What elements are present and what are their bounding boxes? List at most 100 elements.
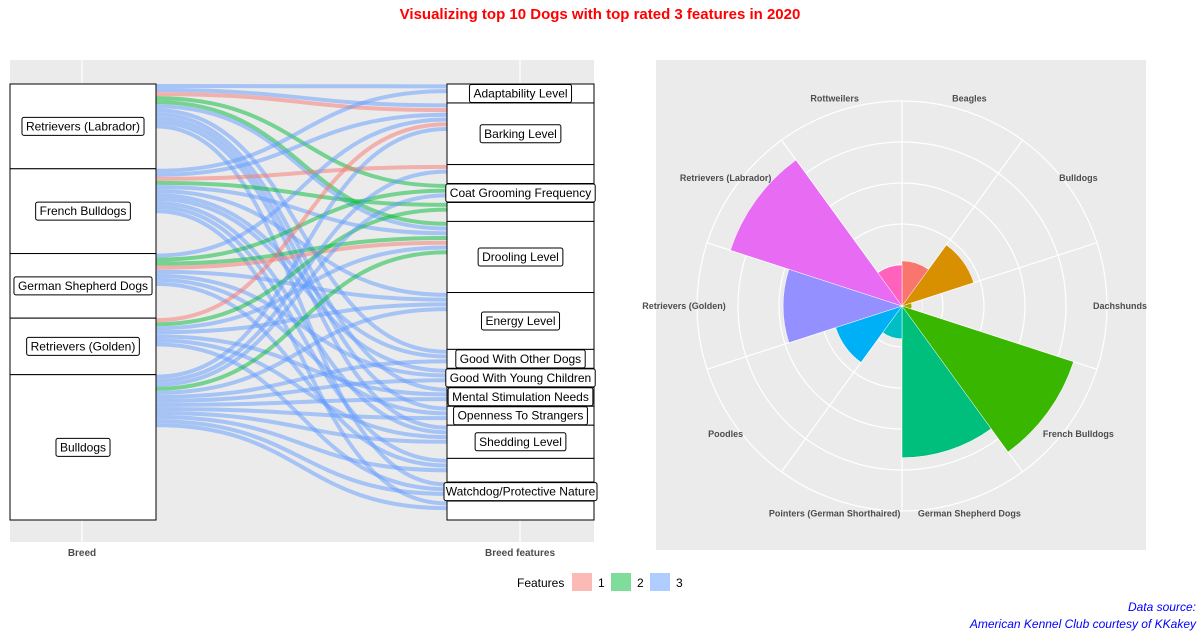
alluvial-flow <box>155 378 448 403</box>
alluvial-flow <box>155 193 448 387</box>
alluvial-flow <box>155 359 448 399</box>
polar-bar-3 <box>901 305 1074 453</box>
alluvial-flow <box>155 205 448 463</box>
feature-stratum-6-label: Energy Level <box>485 314 555 328</box>
polar-label-0: Beagles <box>952 94 987 104</box>
feature-stratum-13-label: Watchdog/Protective Nature <box>446 485 596 499</box>
alluvial-strata: Retrievers (Labrador) French Bulldogs Germ… <box>9 83 598 521</box>
alluvial-flow <box>155 397 448 407</box>
source-line-2: American Kennel Club courtesy of KKakey <box>969 617 1197 631</box>
feature-stratum-12-box <box>446 457 595 483</box>
breed-stratum-4-label: Bulldogs <box>60 440 106 454</box>
alluvial-flow <box>155 108 448 354</box>
alluvial-flow <box>155 411 448 444</box>
alluvial-flow <box>155 92 448 113</box>
breed-stratum-2-label: German Shepherd Dogs <box>18 279 148 293</box>
legend-label-1: 1 <box>598 576 605 590</box>
polar-label-8: Retrievers (Labrador) <box>680 173 772 183</box>
polar-label-5: Pointers (German Shorthaired) <box>769 508 901 518</box>
source-line-1: Data source: <box>1128 600 1196 614</box>
legend-key-3 <box>650 573 670 591</box>
alluvial-chart: Retrievers (Labrador) French Bulldogs Germ… <box>9 60 598 559</box>
alluvial-xlabel-features: Breed features <box>485 548 555 559</box>
alluvial-flow <box>155 334 448 397</box>
legend-label-2: 2 <box>637 576 644 590</box>
feature-stratum-8-label: Good With Young Children <box>450 371 591 385</box>
feature-stratum-0-label: Adaptability Level <box>473 86 567 100</box>
legend-key-1 <box>572 573 592 591</box>
polar-bars <box>730 159 1074 458</box>
alluvial-flow <box>155 127 448 379</box>
alluvial-flow <box>155 423 448 511</box>
alluvial-flow <box>155 419 448 496</box>
legend: Features 1 2 3 <box>517 573 683 591</box>
alluvial-flow <box>155 250 448 391</box>
polar-label-9: Rottweilers <box>810 94 859 104</box>
polar-bar-1 <box>901 244 975 307</box>
alluvial-flow <box>155 273 448 378</box>
alluvial-flow <box>155 88 448 108</box>
alluvial-flow <box>155 112 448 177</box>
feature-stratum-2-box <box>446 164 595 185</box>
alluvial-flow <box>155 406 448 421</box>
alluvial-flow <box>155 100 448 226</box>
breed-stratum-4-box <box>9 374 157 521</box>
alluvial-flow <box>155 307 448 395</box>
feature-stratum-3-label: Coat Grooming Frequency <box>450 186 591 200</box>
feature-stratum-1-label: Barking Level <box>484 127 557 141</box>
alluvial-xlabel-breed: Breed <box>68 548 96 559</box>
polar-labels: Beagles Bulldogs Dachshunds French Bulldogs… <box>642 94 1147 519</box>
polar-bar-8 <box>730 159 903 307</box>
feature-stratum-5-label: Drooling Level <box>482 250 559 264</box>
feature-stratum-6-label-box <box>480 311 561 331</box>
alluvial-flow <box>155 104 448 231</box>
feature-stratum-7-label: Good With Other Dogs <box>460 352 581 366</box>
legend-label-3: 3 <box>676 576 683 590</box>
breed-stratum-3-label: Retrievers (Golden) <box>31 339 136 353</box>
polar-label-2: Dachshunds <box>1093 301 1147 311</box>
feature-stratum-1-label-box <box>479 124 562 144</box>
alluvial-flow <box>155 124 448 487</box>
legend-key-2 <box>611 573 631 591</box>
alluvial-flow <box>155 342 448 492</box>
breed-stratum-1-label: French Bulldogs <box>40 204 127 218</box>
feature-stratum-11-label: Shedding Level <box>479 435 562 449</box>
polar-bar-9 <box>877 264 903 307</box>
polar-label-4: German Shepherd Dogs <box>918 508 1021 518</box>
alluvial-flow <box>155 89 448 173</box>
polar-label-3: French Bulldogs <box>1043 429 1114 439</box>
alluvial-flow <box>155 277 448 416</box>
breed-stratum-1-label-box <box>35 201 131 221</box>
breed-stratum-0-label-box <box>21 116 145 136</box>
alluvial-flow <box>155 184 448 236</box>
alluvial-flow <box>155 117 448 258</box>
alluvial-flows <box>155 84 448 511</box>
polar-label-1: Bulldogs <box>1059 173 1098 183</box>
chart-title: Visualizing top 10 Dogs with top rated 3… <box>400 6 801 23</box>
polar-chart: Beagles Bulldogs Dachshunds French Bulldogs… <box>642 60 1147 550</box>
feature-stratum-10-label: Openness To Strangers <box>458 409 584 423</box>
polar-bar-7 <box>782 268 903 344</box>
alluvial-flow <box>155 207 448 327</box>
polar-label-6: Poodles <box>708 429 743 439</box>
polar-label-7: Retrievers (Golden) <box>642 301 726 311</box>
alluvial-flow <box>155 209 448 506</box>
legend-title: Features <box>517 576 564 590</box>
feature-stratum-9-label: Mental Stimulation Needs <box>452 390 589 404</box>
alluvial-flow <box>155 169 448 383</box>
alluvial-flow <box>155 281 448 468</box>
feature-stratum-4-box <box>446 201 595 222</box>
breed-stratum-3-label-box <box>26 336 140 356</box>
breed-stratum-4-label-box <box>55 437 111 457</box>
breed-stratum-2-label-box <box>13 276 153 296</box>
alluvial-flow <box>155 122 448 323</box>
alluvial-flow <box>155 164 448 181</box>
alluvial-flow <box>155 188 448 297</box>
polar-bar-4 <box>901 305 992 458</box>
feature-stratum-5-label-box <box>477 247 564 267</box>
breed-stratum-0-label: Retrievers (Labrador) <box>26 119 140 133</box>
feature-stratum-11-label-box <box>474 432 567 452</box>
feature-stratum-14-box <box>446 500 595 521</box>
alluvial-flow <box>155 415 448 473</box>
